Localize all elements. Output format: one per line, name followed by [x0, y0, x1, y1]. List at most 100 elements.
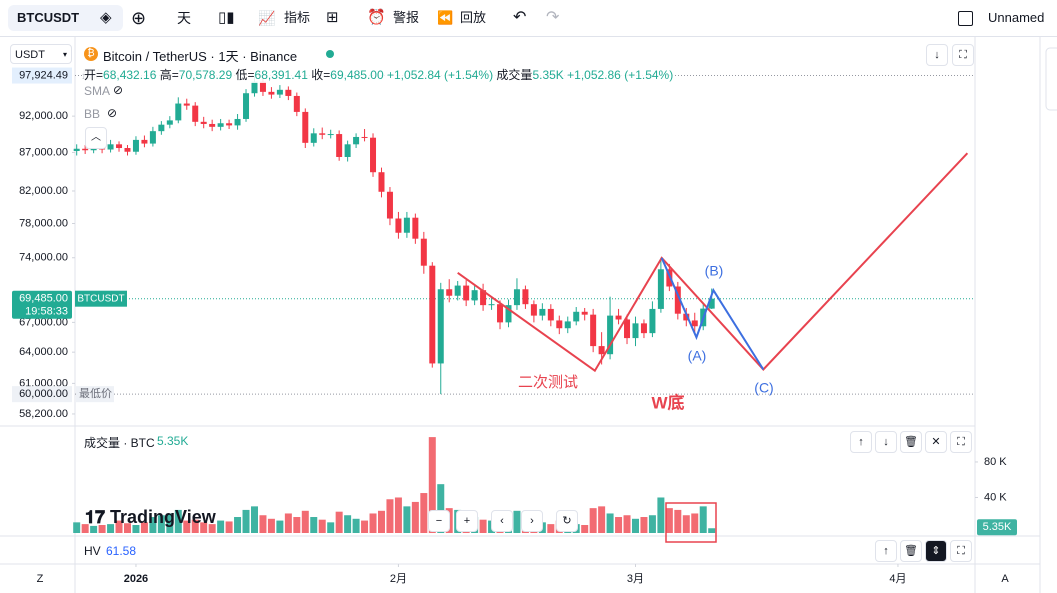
symbol-tag-box [75, 290, 127, 307]
volume-bar [73, 522, 81, 533]
pane-button[interactable]: ⇕ [925, 540, 947, 562]
volume-title: 成交量 · BTC [84, 436, 155, 450]
volume-bar [107, 524, 115, 533]
y-tick-label: 67,000.00 [19, 316, 68, 328]
background [0, 36, 1057, 593]
ohlc-label: 低= [235, 68, 255, 82]
candle-body [293, 95, 300, 112]
candle-body [116, 144, 123, 149]
candle-body [344, 144, 351, 157]
pane-button[interactable]: ↑ [850, 431, 872, 453]
trend-drawing [660, 257, 765, 371]
low-text-box [76, 386, 114, 403]
pane-button[interactable]: ⛶ [950, 431, 972, 453]
toolbar: BTCUSDT ◈ ⊕ 天 ▯▮ 📈 指标 ⊞ ⏰ 警报 ⏪ 回放 ↶ ↷ Un… [0, 0, 1057, 37]
volume-bar [123, 523, 131, 533]
volume-bar [708, 528, 716, 533]
ohlc-value: 68,432.16 [103, 68, 157, 82]
templates[interactable]: ⊞ [326, 9, 339, 26]
y-tick-label: 82,000.00 [19, 185, 68, 197]
candle-body [353, 136, 360, 145]
currency-select[interactable]: USDT ▾ [10, 44, 72, 64]
symbol[interactable]: BTCUSDT [17, 10, 80, 25]
volume-bar [631, 518, 639, 533]
interval[interactable]: 天 [177, 10, 191, 26]
wave-label: (B) [705, 263, 724, 279]
volume-bar [682, 515, 690, 533]
undo[interactable]: ↶ [513, 9, 527, 26]
pane-button[interactable]: ⛶ [950, 540, 972, 562]
candle-body [446, 289, 453, 296]
candle-body [166, 120, 173, 125]
pane-button[interactable]: 🗑 [900, 540, 922, 562]
volume-label: 成交量 [496, 68, 533, 82]
volume-bar [377, 510, 385, 533]
auto-scale[interactable]: A [1001, 573, 1009, 585]
highlight-box [665, 502, 717, 543]
volume-bar [149, 517, 157, 533]
save-checkbox[interactable] [958, 11, 973, 26]
candle-body [708, 298, 715, 309]
candle-body [674, 286, 681, 314]
indicators-icon[interactable]: 📈 [258, 10, 276, 26]
candle-body [590, 314, 597, 347]
redo[interactable]: ↷ [546, 9, 560, 26]
candle-body [607, 315, 614, 355]
alert[interactable]: 警报 [393, 10, 420, 25]
symbol-search[interactable] [8, 5, 123, 31]
volume-change: +1,052.86 (+1.54%) [567, 68, 674, 82]
chart-type[interactable]: ▯▮ [218, 9, 235, 26]
volume-bar [301, 510, 309, 533]
legend-button[interactable]: ↓ [926, 44, 948, 66]
zoom-out[interactable]: − [428, 510, 450, 532]
ohlc-value: 69,485.00 [330, 68, 384, 82]
reset-chart[interactable]: ↻ [556, 510, 578, 532]
candle-body [454, 285, 461, 296]
side-widget[interactable] [1045, 47, 1057, 111]
volume-bar [581, 525, 589, 533]
market-status [326, 50, 334, 58]
layout-name[interactable]: Unnamed [988, 10, 1045, 25]
pane-button[interactable]: ↓ [875, 431, 897, 453]
legend-button[interactable]: ⛶ [952, 44, 974, 66]
candle-body [420, 238, 427, 266]
visibility-toggle[interactable]: ⊘ [113, 83, 124, 97]
volume-bar [344, 515, 352, 533]
replay[interactable]: 回放 [460, 10, 487, 25]
candle-body [471, 290, 478, 301]
zoom-in[interactable]: + [456, 510, 478, 532]
volume-bar [437, 484, 445, 533]
volume-bar [606, 513, 614, 533]
add-symbol[interactable]: ⊕ [131, 8, 147, 28]
candle-body [107, 144, 114, 150]
scroll-left[interactable]: ‹ [491, 510, 513, 532]
pane-button[interactable]: 🗑 [900, 431, 922, 453]
candle-body [437, 289, 444, 364]
candle-body [691, 320, 698, 327]
candle-body [149, 131, 156, 144]
visibility-toggle[interactable]: ⊘ [107, 106, 118, 120]
scale-toggle[interactable]: Z [37, 573, 44, 585]
volume-bar [98, 525, 106, 533]
candle-body [539, 308, 546, 316]
volume-bar [623, 515, 631, 533]
volume-bar [242, 509, 250, 533]
indicators[interactable]: 指标 [284, 10, 311, 25]
scroll-right[interactable]: › [521, 510, 543, 532]
collapse-legend[interactable]: ︿ [85, 127, 107, 149]
symbol-title: Bitcoin / TetherUS · 1天 · Binance [103, 49, 298, 64]
compare-icon[interactable]: ◈ [100, 9, 112, 26]
candle-body [209, 123, 216, 127]
last-volume-label: 5.35K [983, 521, 1012, 533]
alert-icon[interactable]: ⏰ [367, 9, 386, 26]
pane-button[interactable]: ↑ [875, 540, 897, 562]
ohlc-value: 70,578.29 [178, 68, 233, 82]
volume-bar [665, 508, 673, 533]
x-tick-label: 3月 [627, 573, 644, 585]
volume-bar [250, 506, 258, 533]
volume-bar [335, 511, 343, 533]
pane-button[interactable]: ✕ [925, 431, 947, 453]
candle-body [378, 172, 385, 192]
replay-icon[interactable]: ⏪ [437, 10, 454, 25]
